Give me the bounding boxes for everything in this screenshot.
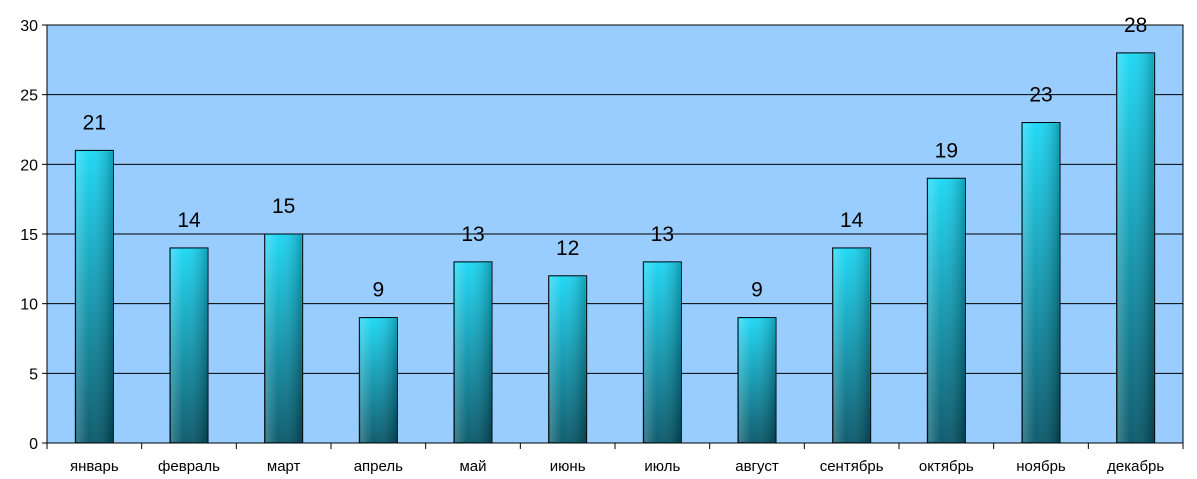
y-tick-label: 0 — [29, 436, 38, 453]
data-label: 28 — [1124, 14, 1147, 37]
x-tick-label: январь — [70, 458, 119, 475]
y-tick-label: 25 — [20, 88, 38, 105]
x-axis: январь февраль март апрель май июнь июль август… — [46, 443, 1184, 475]
bar-shading — [171, 248, 207, 442]
x-tick-label: февраль — [158, 458, 220, 475]
y-tick-label: 5 — [29, 366, 38, 383]
x-tick-label: апрель — [354, 458, 403, 475]
y-tick-label: 30 — [20, 18, 38, 35]
data-label: 14 — [177, 209, 201, 232]
x-tick-label: июль — [644, 458, 680, 475]
x-tick-label: декабрь — [1107, 458, 1164, 475]
bar-shading — [549, 276, 586, 442]
data-label: 9 — [751, 279, 763, 302]
data-label: 19 — [935, 139, 958, 162]
y-tick-label: 20 — [20, 157, 38, 174]
data-label: 13 — [461, 223, 484, 246]
data-label: 14 — [840, 209, 864, 232]
bars: 21 14 15 9 13 12 13 9 14 19 23 28 — [74, 14, 1156, 444]
data-label: 23 — [1029, 84, 1052, 107]
bar-shading — [1117, 53, 1154, 442]
x-tick-label: сентябрь — [820, 458, 884, 475]
x-tick-label: август — [735, 458, 779, 475]
bar-shading — [1023, 123, 1059, 443]
data-label: 9 — [372, 279, 384, 302]
x-tick-label: октябрь — [919, 458, 974, 475]
x-tick-label: март — [267, 458, 301, 475]
data-label: 21 — [83, 111, 106, 134]
x-tick-label: июнь — [550, 458, 586, 475]
bar-shading — [739, 318, 775, 442]
bar-shading — [455, 262, 491, 442]
data-label: 15 — [272, 195, 295, 218]
bar-shading — [833, 248, 870, 442]
data-label: 13 — [651, 223, 674, 246]
gridlines — [47, 94, 1183, 374]
x-tick-label: май — [459, 458, 486, 475]
y-tick-label: 15 — [20, 227, 38, 244]
bar-shading — [360, 318, 397, 442]
y-tick-label: 10 — [20, 297, 38, 314]
y-axis: 0 5 10 15 20 25 30 — [20, 18, 47, 453]
bar-shading — [76, 151, 113, 442]
data-label: 12 — [556, 237, 579, 260]
bar-shading — [928, 179, 965, 442]
bar-shading — [265, 235, 302, 442]
x-tick-label: ноябрь — [1016, 458, 1066, 475]
bar-shading — [644, 262, 681, 442]
